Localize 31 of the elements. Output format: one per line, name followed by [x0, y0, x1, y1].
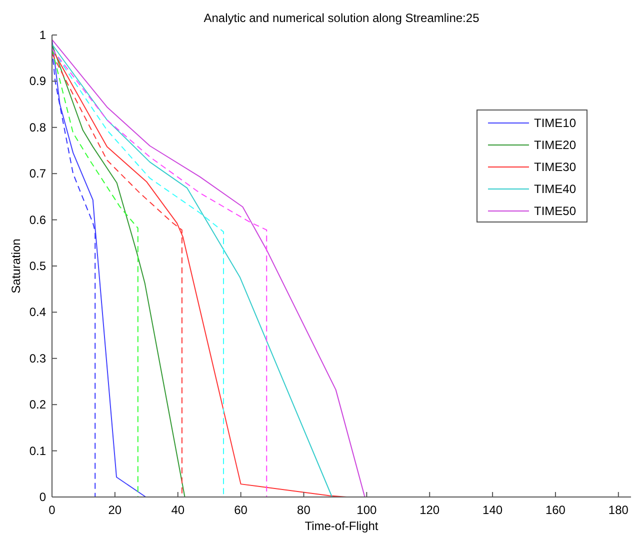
x-tick-label: 180: [608, 503, 629, 517]
x-tick-label: 40: [171, 503, 185, 517]
x-tick-label: 140: [482, 503, 503, 517]
legend-label: TIME10: [534, 116, 576, 130]
legend-label: TIME20: [534, 138, 576, 152]
x-tick-label: 120: [420, 503, 440, 517]
y-tick-label: 0.2: [29, 398, 46, 412]
y-tick-label: 0.7: [29, 166, 46, 181]
legend-label: TIME30: [534, 160, 576, 174]
y-tick-label: 0: [39, 490, 46, 504]
line-series: [52, 48, 138, 498]
y-tick-label: 0.3: [29, 351, 46, 366]
y-tick-label: 0.1: [29, 444, 46, 458]
x-tick-label: 60: [234, 503, 248, 517]
y-tick-label: 0.4: [29, 305, 46, 320]
x-tick-label: 160: [545, 503, 566, 517]
y-axis-title: Saturation: [9, 238, 23, 294]
legend-label: TIME40: [534, 182, 576, 196]
x-tick-label: 20: [108, 503, 122, 517]
legend-label: TIME50: [534, 204, 576, 218]
chart-title: Analytic and numerical solution along Streamline:25: [204, 11, 480, 25]
x-tick-label: 0: [48, 503, 56, 517]
x-tick-label: 100: [356, 503, 378, 517]
y-tick-label: 1: [39, 28, 46, 42]
x-axis-title: Time-of-Flight: [304, 519, 379, 533]
line-series: [52, 48, 268, 498]
y-tick-label: 0.9: [29, 74, 46, 88]
y-tick-label: 0.5: [29, 259, 46, 273]
y-tick-label: 0.8: [29, 120, 46, 134]
y-tick-label: 0.6: [29, 212, 46, 227]
x-tick-label: 80: [297, 503, 311, 517]
